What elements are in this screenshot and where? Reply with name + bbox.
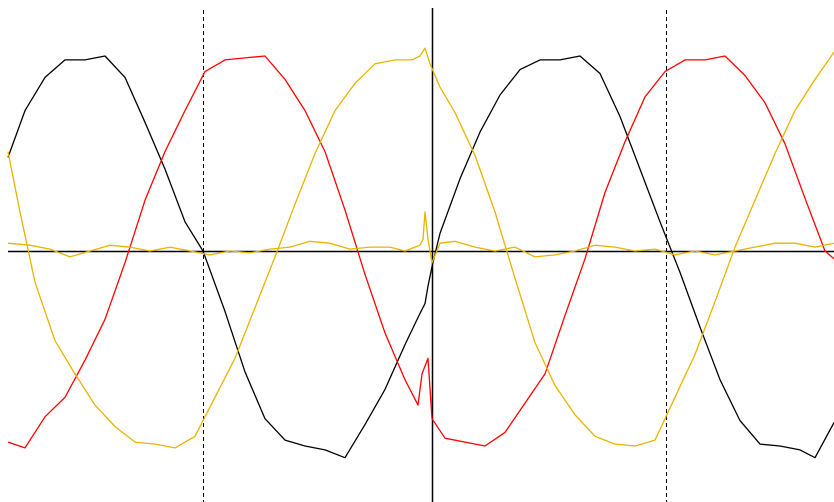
series-layer bbox=[7, 47, 834, 459]
series-line-4 bbox=[7, 211, 834, 264]
series-line-3 bbox=[7, 47, 834, 449]
axes-layer bbox=[8, 8, 834, 502]
series-line-1 bbox=[7, 55, 834, 459]
series-line-2 bbox=[7, 55, 834, 449]
